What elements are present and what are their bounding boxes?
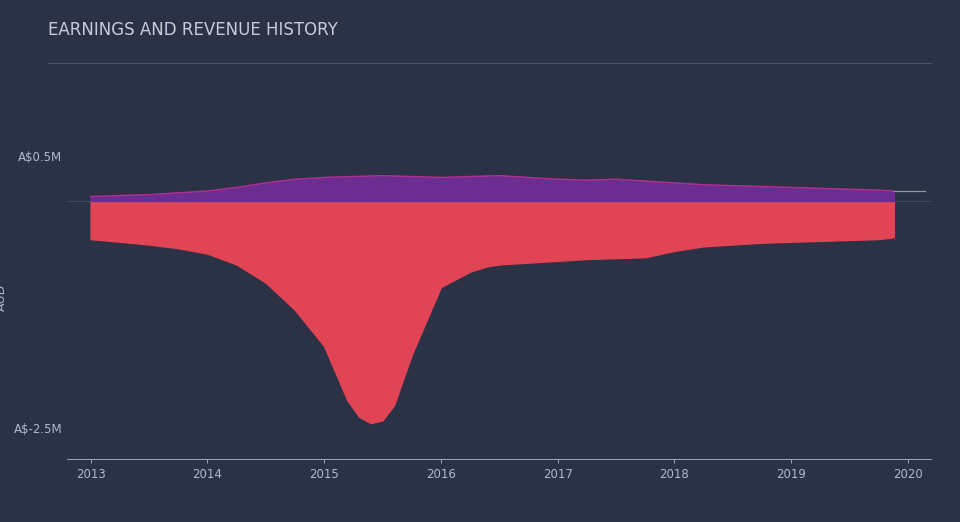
- Text: EARNINGS AND REVENUE HISTORY: EARNINGS AND REVENUE HISTORY: [48, 21, 338, 39]
- Y-axis label: AUD: AUD: [0, 284, 8, 311]
